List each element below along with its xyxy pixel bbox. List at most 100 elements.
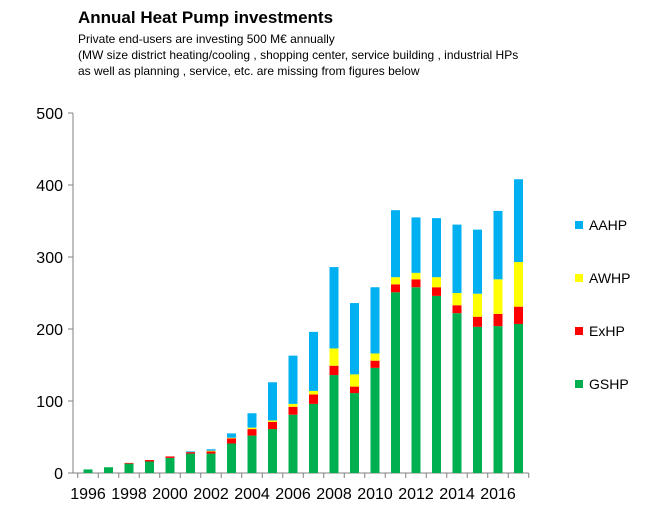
bar-awhp-2010 [370,353,380,361]
bar-exhp-2016 [493,313,503,327]
x-tick-label: 2008 [316,486,352,503]
bar-awhp-2002 [206,450,216,452]
legend-swatch-aahp [575,221,583,229]
bar-aahp-2010 [370,287,380,354]
bar-aahp-2015 [473,229,482,294]
legend-label-awhp: AWHP [589,270,630,286]
bar-exhp-2012 [411,279,421,288]
x-tick-label: 2002 [193,486,229,503]
bar-aahp-2003 [227,433,236,438]
y-tick-label: 200 [36,322,63,339]
bar-awhp-2011 [391,277,400,285]
bar-exhp-2014 [452,305,462,314]
bar-awhp-2013 [432,277,441,288]
legend-label-aahp: AAHP [589,217,627,233]
bar-gshp-2004 [247,435,257,473]
legend-label-gshp: GSHP [589,376,629,392]
bar-exhp-2000 [165,456,175,458]
bar-exhp-2002 [206,451,216,454]
y-axis: 0 100 200 300 400 500 [36,106,74,483]
subtitle-line-2: (MW size district heating/cooling , shop… [78,48,519,62]
x-tick-label: 2014 [439,486,475,503]
bar-exhp-2007 [309,394,318,404]
bar-aahp-2012 [411,217,421,273]
bar-gshp-2017 [514,323,523,473]
bar-gshp-2001 [186,453,195,473]
bar-aahp-2013 [432,218,441,278]
y-tick-label: 300 [36,250,63,267]
y-tick-label: 500 [36,106,63,123]
bar-awhp-2004 [247,427,257,430]
chart-subtitle: Private end-users are investing 500 M€ a… [78,31,518,79]
bar-gshp-2008 [329,375,339,473]
bar-exhp-2013 [432,287,441,296]
bar-aahp-2005 [268,382,277,421]
bar-exhp-1999 [145,460,154,462]
bar-gshp-2005 [268,429,277,473]
bar-exhp-2003 [227,438,236,444]
bar-awhp-2007 [309,390,318,395]
bar-exhp-2004 [247,429,257,436]
bar-awhp-2009 [350,374,359,387]
bar-exhp-2001 [186,452,195,454]
bar-gshp-2013 [432,295,441,473]
bar-aahp-2002 [206,449,216,451]
bar-exhp-2011 [391,284,400,293]
y-tick-label: 100 [36,394,63,411]
bar-gshp-2015 [473,326,482,473]
bar-exhp-2015 [473,316,482,327]
bar-exhp-2017 [514,306,523,324]
bar-awhp-2016 [493,279,503,314]
bar-aahp-2009 [350,303,359,375]
bar-awhp-2005 [268,420,277,422]
bar-aahp-2016 [493,210,503,280]
x-axis: 1996 1998 2000 2002 2004 2006 2008 2010 2012 2014… [70,472,530,503]
bar-gshp-2003 [227,443,236,473]
y-tick-label: 0 [54,466,63,483]
bar-gshp-2002 [206,453,216,473]
x-tick-label: 2004 [234,486,270,503]
bar-awhp-2003 [227,437,236,439]
y-tick-label: 400 [36,178,63,195]
bar-aahp-2011 [391,210,400,278]
legend-swatch-exhp [575,327,583,335]
bar-aahp-2017 [514,179,523,263]
legend-swatch-gshp [575,380,583,388]
bar-aahp-2008 [329,267,339,349]
legend-swatch-awhp [575,274,583,282]
subtitle-line-1: Private end-users are investing 500 M€ a… [78,32,335,46]
legend: AAHP AWHP ExHP GSHP [575,217,630,392]
bars [83,179,523,473]
bar-exhp-2009 [350,386,359,394]
bar-exhp-2008 [329,365,339,376]
bar-gshp-2009 [350,393,359,473]
bar-gshp-2010 [370,367,380,473]
x-tick-label: 1998 [111,486,147,503]
bar-aahp-2006 [288,355,298,404]
bar-gshp-1997 [104,467,113,473]
bar-awhp-2006 [288,403,298,407]
bar-gshp-2006 [288,414,298,473]
bar-gshp-2007 [309,403,318,473]
bar-aahp-2014 [452,224,462,293]
bar-gshp-1998 [124,463,134,473]
bar-gshp-1999 [145,461,154,473]
chart-title: Annual Heat Pump investments [78,8,334,27]
bar-aahp-2007 [309,331,318,391]
x-tick-label: 2000 [152,486,188,503]
bar-aahp-2004 [247,413,257,428]
bar-awhp-2015 [473,293,482,317]
bar-exhp-2006 [288,406,298,415]
bar-awhp-2017 [514,262,523,307]
bar-exhp-2010 [370,360,380,368]
x-tick-label: 2010 [357,486,393,503]
x-tick-label: 1996 [70,486,106,503]
bar-gshp-1996 [83,469,93,473]
bar-gshp-2000 [165,457,175,473]
subtitle-line-3: as well as planning , service, etc. are … [78,64,420,78]
x-tick-label: 2012 [398,486,434,503]
bar-aahp-2001 [186,451,195,453]
bar-awhp-2014 [452,293,462,306]
legend-label-exhp: ExHP [589,323,625,339]
